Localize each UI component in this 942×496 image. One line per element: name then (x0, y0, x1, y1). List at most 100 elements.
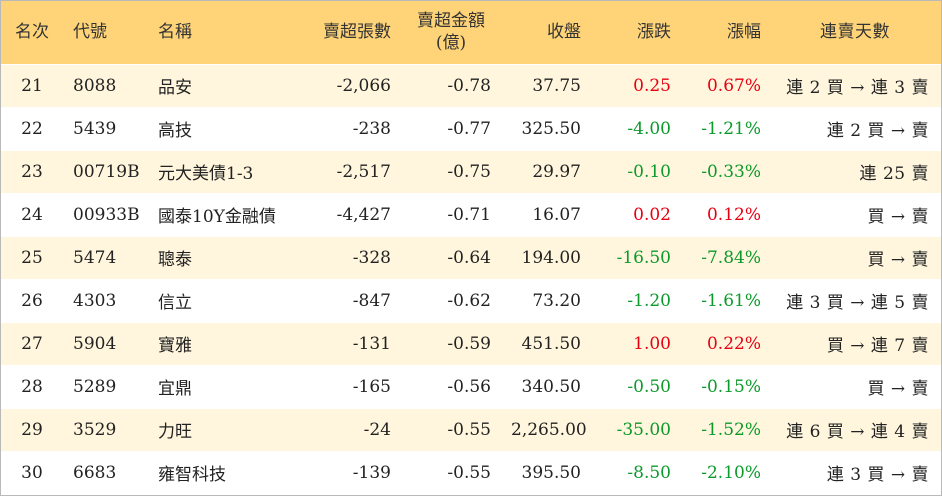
cell-net-sell-amount: -0.64 (401, 235, 501, 279)
cell-name: 國泰10Y金融債 (148, 192, 298, 236)
cell-code: 5904 (63, 321, 148, 365)
cell-close: 16.07 (501, 192, 591, 236)
table-row: 22 5439 高技 -238 -0.77 325.50 -4.00 -1.21% 連 2 買 … (1, 106, 941, 150)
cell-streak: 連 6 買 → 連 4 賣 (771, 407, 941, 451)
cell-net-sell-lots: -4,427 (298, 192, 401, 236)
cell-name: 高技 (148, 106, 298, 150)
cell-code: 00933B (63, 192, 148, 236)
cell-net-sell-amount: -0.55 (401, 407, 501, 451)
table-row: 27 5904 寶雅 -131 -0.59 451.50 1.00 0.22% 買 → 連 7 … (1, 321, 941, 365)
cell-streak: 買 → 賣 (771, 364, 941, 408)
table-row: 30 6683 雍智科技 -139 -0.55 395.50 -8.50 -2.10% 連 3 … (1, 450, 941, 494)
cell-code: 6683 (63, 450, 148, 494)
cell-change-pct: -1.61% (681, 278, 771, 322)
cell-rank: 21 (1, 63, 63, 107)
cell-net-sell-amount: -0.75 (401, 149, 501, 193)
cell-net-sell-lots: -165 (298, 364, 401, 408)
header-net-sell-amount-line1: 賣超金額 (417, 11, 485, 32)
cell-net-sell-lots: -847 (298, 278, 401, 322)
cell-rank: 25 (1, 235, 63, 279)
cell-net-sell-lots: -238 (298, 106, 401, 150)
cell-change: -0.50 (591, 364, 681, 408)
header-streak: 連賣天數 (820, 22, 890, 43)
cell-code: 5474 (63, 235, 148, 279)
cell-name: 品安 (148, 63, 298, 107)
table-row: 25 5474 聰泰 -328 -0.64 194.00 -16.50 -7.84% 買 → 賣 (1, 235, 941, 279)
cell-net-sell-lots: -328 (298, 235, 401, 279)
cell-close: 2,265.00 (501, 407, 591, 451)
cell-name: 宜鼎 (148, 364, 298, 408)
cell-close: 451.50 (501, 321, 591, 365)
cell-streak: 連 2 買 → 賣 (771, 106, 941, 150)
cell-code: 5289 (63, 364, 148, 408)
cell-change: 0.25 (591, 63, 681, 107)
cell-change: -16.50 (591, 235, 681, 279)
cell-change: -8.50 (591, 450, 681, 494)
cell-streak: 連 2 買 → 連 3 賣 (771, 63, 941, 107)
cell-code: 3529 (63, 407, 148, 451)
cell-change-pct: -0.33% (681, 149, 771, 193)
cell-change-pct: -7.84% (681, 235, 771, 279)
header-change-pct: 漲幅 (727, 22, 761, 43)
cell-name: 力旺 (148, 407, 298, 451)
cell-close: 73.20 (501, 278, 591, 322)
cell-change-pct: -0.15% (681, 364, 771, 408)
cell-rank: 27 (1, 321, 63, 365)
cell-change: -0.10 (591, 149, 681, 193)
cell-name: 信立 (148, 278, 298, 322)
cell-net-sell-amount: -0.55 (401, 450, 501, 494)
cell-close: 194.00 (501, 235, 591, 279)
cell-name: 雍智科技 (148, 450, 298, 494)
cell-streak: 買 → 連 7 賣 (771, 321, 941, 365)
cell-change: -4.00 (591, 106, 681, 150)
cell-rank: 30 (1, 450, 63, 494)
cell-code: 5439 (63, 106, 148, 150)
cell-code: 00719B (63, 149, 148, 193)
cell-change-pct: 0.12% (681, 192, 771, 236)
table-row: 28 5289 宜鼎 -165 -0.56 340.50 -0.50 -0.15% 買 → 賣 (1, 364, 941, 408)
cell-change: 1.00 (591, 321, 681, 365)
cell-streak: 買 → 賣 (771, 192, 941, 236)
cell-net-sell-amount: -0.62 (401, 278, 501, 322)
header-close: 收盤 (547, 22, 581, 43)
table-row: 24 00933B 國泰10Y金融債 -4,427 -0.71 16.07 0.02 0.12… (1, 192, 941, 236)
table-row: 23 00719B 元大美債1-3 -2,517 -0.75 29.97 -0.10 -0.3… (1, 149, 941, 193)
header-net-sell-amount-line2: (億) (435, 33, 467, 54)
cell-net-sell-amount: -0.59 (401, 321, 501, 365)
cell-net-sell-amount: -0.56 (401, 364, 501, 408)
header-net-sell-lots: 賣超張數 (323, 22, 391, 43)
table-row: 29 3529 力旺 -24 -0.55 2,265.00 -35.00 -1.52% 連 6 … (1, 407, 941, 451)
cell-streak: 買 → 賣 (771, 235, 941, 279)
cell-net-sell-lots: -131 (298, 321, 401, 365)
cell-streak: 連 25 賣 (771, 149, 941, 193)
cell-rank: 24 (1, 192, 63, 236)
cell-rank: 23 (1, 149, 63, 193)
cell-rank: 22 (1, 106, 63, 150)
cell-net-sell-amount: -0.78 (401, 63, 501, 107)
cell-change: 0.02 (591, 192, 681, 236)
cell-name: 聰泰 (148, 235, 298, 279)
header-change: 漲跌 (637, 22, 671, 43)
cell-change-pct: -1.21% (681, 106, 771, 150)
cell-close: 395.50 (501, 450, 591, 494)
header-name: 名稱 (158, 22, 192, 43)
cell-change: -1.20 (591, 278, 681, 322)
header-net-sell-amount: 賣超金額 (億) (401, 1, 501, 64)
cell-net-sell-lots: -24 (298, 407, 401, 451)
cell-name: 元大美債1-3 (148, 149, 298, 193)
cell-close: 37.75 (501, 63, 591, 107)
cell-streak: 連 3 買 → 連 5 賣 (771, 278, 941, 322)
table-row: 21 8088 品安 -2,066 -0.78 37.75 0.25 0.67% 連 2 買 →… (1, 63, 941, 107)
cell-rank: 26 (1, 278, 63, 322)
cell-close: 29.97 (501, 149, 591, 193)
cell-net-sell-lots: -139 (298, 450, 401, 494)
table-header-row: 名次 代號 名稱 賣超張數 賣超金額 (億) 收盤 漲跌 漲幅 連賣天數 (1, 1, 941, 64)
cell-code: 4303 (63, 278, 148, 322)
cell-change-pct: -2.10% (681, 450, 771, 494)
cell-name: 寶雅 (148, 321, 298, 365)
table-body: 21 8088 品安 -2,066 -0.78 37.75 0.25 0.67% 連 2 買 →… (1, 63, 941, 494)
cell-close: 340.50 (501, 364, 591, 408)
cell-change-pct: 0.22% (681, 321, 771, 365)
